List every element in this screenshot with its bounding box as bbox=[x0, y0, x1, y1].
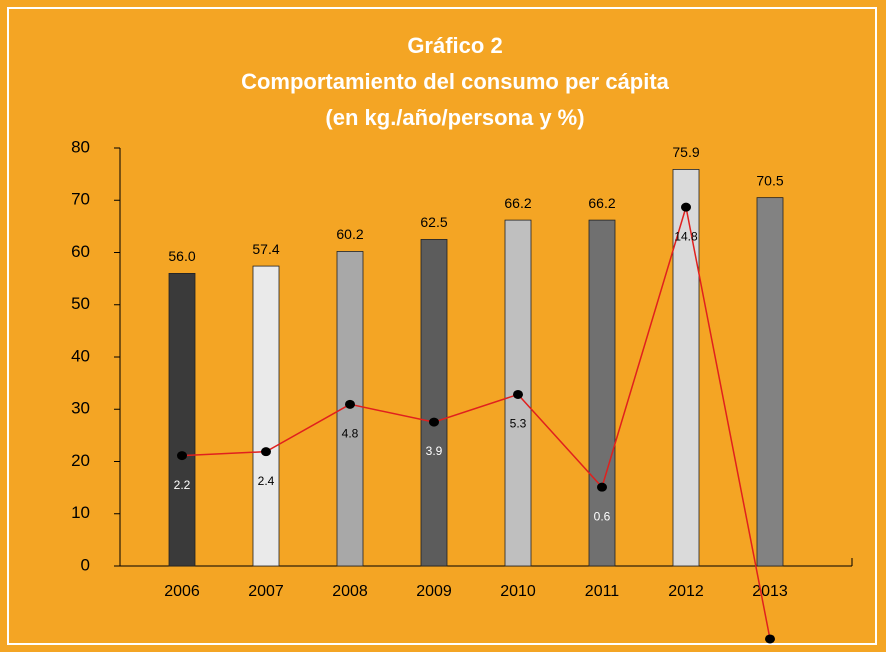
line-point bbox=[345, 399, 355, 409]
line-point bbox=[261, 447, 271, 457]
line-label: 3.9 bbox=[426, 444, 443, 458]
y-tick-label: 20 bbox=[71, 451, 90, 470]
x-tick-label: 2013 bbox=[752, 583, 788, 600]
bar-label: 66.2 bbox=[504, 195, 531, 211]
line bbox=[181, 206, 771, 640]
x-tick-label: 2006 bbox=[164, 583, 200, 600]
frame bbox=[7, 7, 877, 645]
bar-label: 62.5 bbox=[420, 214, 447, 230]
bar bbox=[252, 265, 280, 567]
line-label: 0.6 bbox=[594, 509, 611, 523]
bar bbox=[588, 219, 616, 567]
y-tick-label: 30 bbox=[71, 399, 90, 418]
bar bbox=[504, 219, 532, 567]
y-tick-label: 40 bbox=[71, 346, 90, 365]
line-label: 2.2 bbox=[174, 478, 191, 492]
bar-label: 57.4 bbox=[252, 241, 279, 257]
y-tick-label: 0 bbox=[81, 555, 90, 574]
bar bbox=[420, 239, 448, 567]
y-tick-label: 60 bbox=[71, 242, 90, 261]
x-tick-label: 2008 bbox=[332, 583, 368, 600]
bar-label: 56.0 bbox=[168, 248, 195, 264]
bar-label: 60.2 bbox=[336, 226, 363, 242]
chart-title: Gráfico 2 bbox=[407, 33, 502, 58]
line-point bbox=[513, 389, 523, 399]
bar-label: 75.9 bbox=[672, 144, 699, 160]
bar-label: 70.5 bbox=[756, 172, 783, 188]
chart-title: (en kg./año/persona y %) bbox=[325, 105, 584, 130]
x-tick-label: 2012 bbox=[668, 583, 704, 600]
line-point bbox=[681, 202, 691, 212]
x-tick-label: 2009 bbox=[416, 583, 452, 600]
line-point bbox=[429, 417, 439, 427]
y-tick-label: 80 bbox=[71, 137, 90, 156]
line-point bbox=[177, 451, 187, 461]
y-tick-label: 50 bbox=[71, 294, 90, 313]
line-point bbox=[597, 482, 607, 492]
bar-label: 66.2 bbox=[588, 195, 615, 211]
line-label: 2.4 bbox=[258, 474, 275, 488]
bar bbox=[756, 197, 784, 567]
line-label: 14.8 bbox=[674, 229, 698, 243]
y-tick-label: 10 bbox=[71, 503, 90, 522]
x-tick-label: 2011 bbox=[585, 583, 620, 600]
y-tick-label: 70 bbox=[71, 190, 90, 209]
x-tick-label: 2010 bbox=[500, 583, 536, 600]
x-tick-label: 2007 bbox=[248, 583, 284, 600]
bar bbox=[168, 272, 196, 567]
line-label: 4.8 bbox=[342, 426, 359, 440]
line-point bbox=[765, 634, 775, 644]
chart-title: Comportamiento del consumo per cápita bbox=[241, 69, 670, 94]
line-label: 5.3 bbox=[510, 417, 527, 431]
